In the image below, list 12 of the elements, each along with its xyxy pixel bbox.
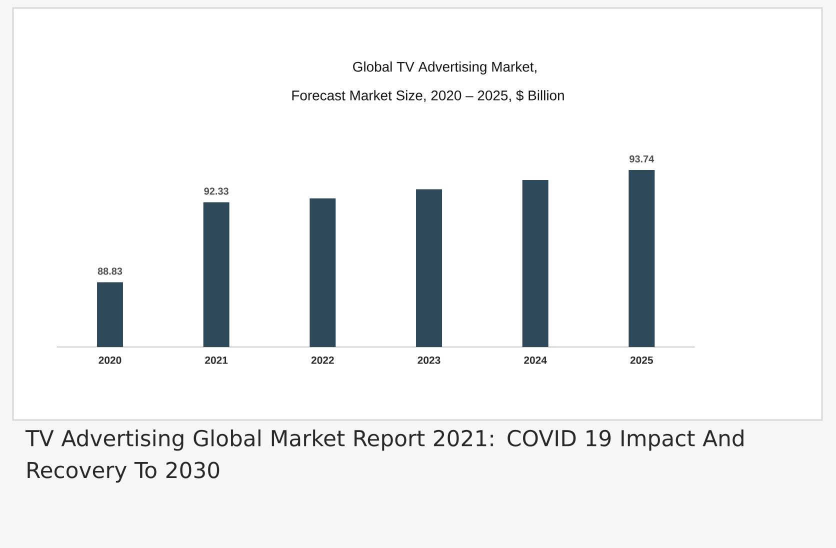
data-label: 93.74 [630,155,654,162]
x-tick-label: 2020 [98,356,122,364]
x-tick-label: 2022 [311,356,334,364]
x-tick-label: 2025 [630,356,653,364]
chart-subtitle: Forecast Market Size, 2020 – 2025, $ Billion [292,90,564,102]
text: TV Advertising Global Market Report 2021: COVID 19 Impact And Recovery To 2030 [25,430,744,483]
x-tick-label: 2024 [524,356,547,364]
data-label: 92.33 [204,188,228,195]
data-label: 88.83 [98,268,122,275]
x-tick-label: 2023 [418,356,440,364]
chart-title: Global TV Advertising Market, [353,61,536,74]
x-tick-label: 2021 [205,356,228,364]
